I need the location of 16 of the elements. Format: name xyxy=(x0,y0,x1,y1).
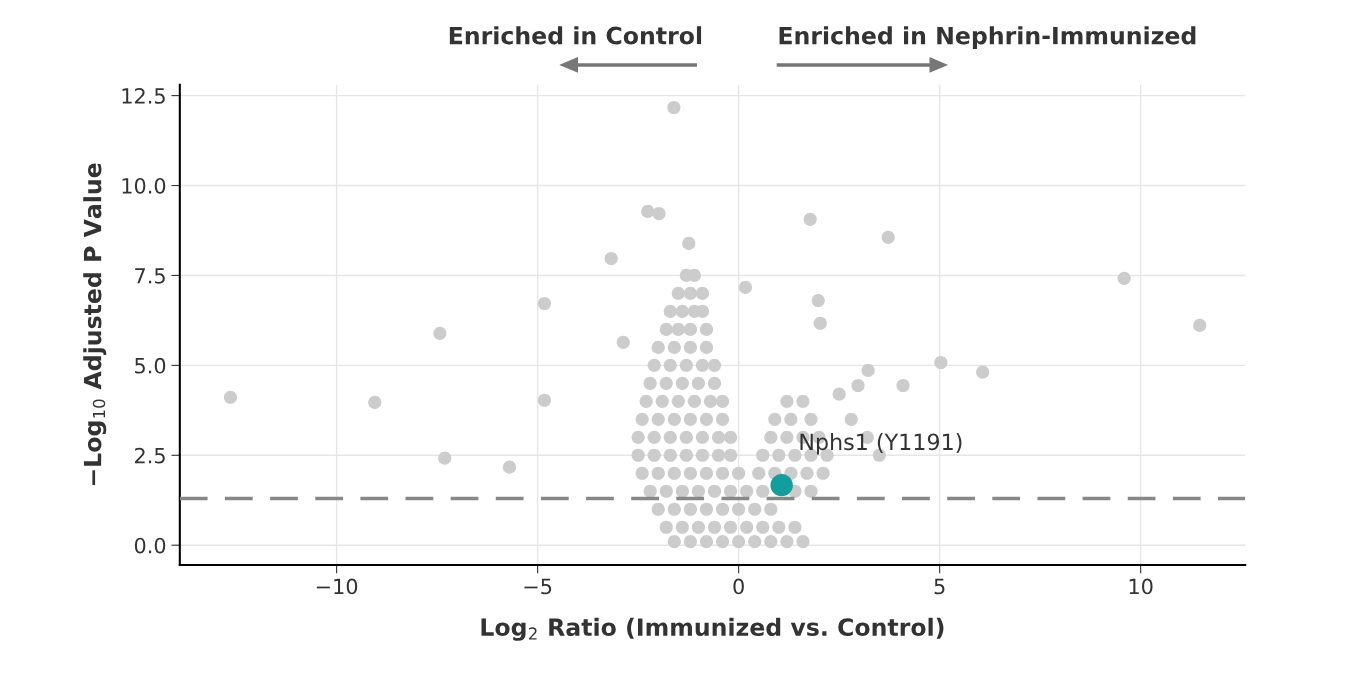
y-axis-title: −Log$_{10}$ Adjusted P Value xyxy=(83,163,107,486)
y-tick-label: 5.0 xyxy=(135,357,166,374)
y-tick-label: 7.5 xyxy=(135,268,165,284)
x-axis-title: Log$_{2}$ Ratio (Immunized vs. Control) xyxy=(481,617,944,641)
x-tick-label: 5 xyxy=(934,578,945,595)
annotation: Nphs1 (Y1191) xyxy=(800,433,962,455)
x-tick-label: 10 xyxy=(1129,578,1153,595)
y-tick-label: 0.0 xyxy=(134,537,166,554)
y-tick-label: 12.5 xyxy=(122,88,165,104)
x-tick-label: −5 xyxy=(524,578,552,595)
y-tick-label: 10.0 xyxy=(122,177,166,194)
x-tick-label: 0 xyxy=(733,578,744,595)
x-tick-label: −10 xyxy=(316,578,358,595)
text: Enriched in Control xyxy=(449,26,702,45)
text: Enriched in Nephrin-Immunized xyxy=(779,26,1196,50)
y-tick-label: 2.5 xyxy=(135,447,165,464)
